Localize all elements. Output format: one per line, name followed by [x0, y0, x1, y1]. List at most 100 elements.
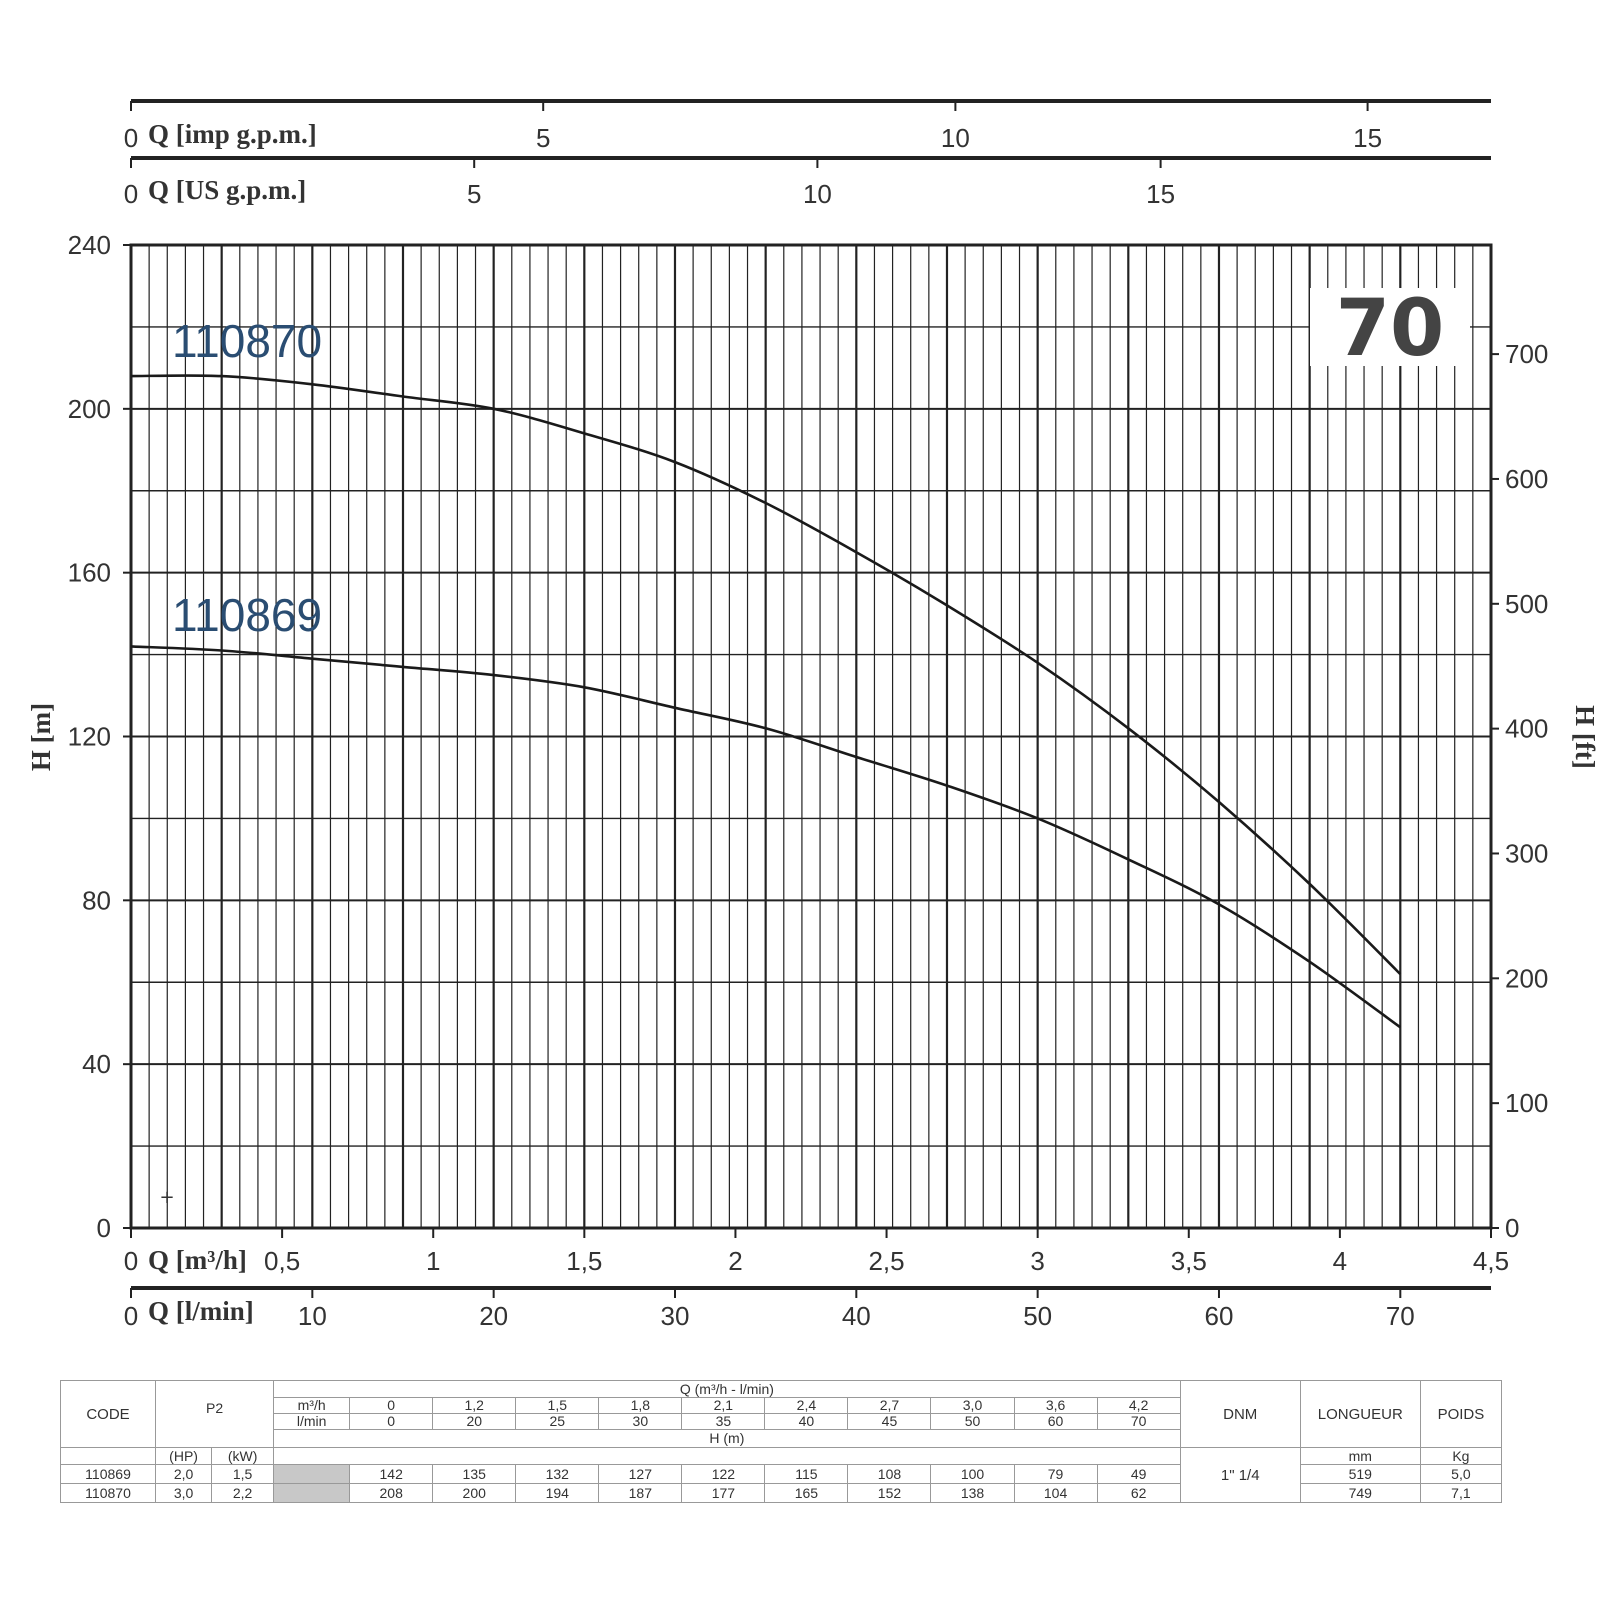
y2-tick-label: 700: [1505, 339, 1548, 369]
lmin-tick-label: 70: [1386, 1301, 1415, 1331]
q-lmin-cell: 25: [515, 1413, 600, 1430]
imp-gpm-axis-label: Q [imp g.p.m.]: [148, 119, 317, 149]
h-cell: 122: [681, 1464, 766, 1484]
us-gpm-tick-label: 5: [467, 179, 481, 209]
m3h-tick-label: 3,5: [1171, 1246, 1207, 1276]
q-m3h-cell: 2,4: [764, 1397, 849, 1414]
y2-tick-label: 600: [1505, 464, 1548, 494]
q-lmin-cell: 45: [847, 1413, 932, 1430]
lmin-tick-label: 10: [298, 1301, 327, 1331]
h-cell: 62: [1096, 1483, 1181, 1503]
q-lmin-cell: 70: [1096, 1413, 1181, 1430]
q-m3h-cell: 1,2: [432, 1397, 517, 1414]
y-tick-label: 200: [68, 394, 111, 424]
q-lmin-cell: 35: [681, 1413, 766, 1430]
cross-mark: +: [159, 1187, 174, 1208]
h-cell: 208: [349, 1483, 434, 1503]
m3h-tick-label: 2: [728, 1246, 742, 1276]
y-tick-label: 0: [97, 1213, 111, 1243]
y2-tick-label: 200: [1505, 963, 1548, 993]
q-m3h-cell: 0: [349, 1397, 434, 1414]
h-cell: 135: [432, 1464, 517, 1484]
h-cell: 177: [681, 1483, 766, 1503]
lmin-tick-label: 0: [124, 1301, 138, 1331]
y-tick-label: 240: [68, 230, 111, 260]
imp-gpm-tick-label: 10: [941, 123, 970, 153]
row-blank-cell: [273, 1464, 351, 1484]
row-kw: 2,2: [211, 1483, 275, 1503]
pump-spec-table: CODE P2 Q (m³/h - l/min) DNM LONGUEUR PO…: [59, 1380, 1503, 1503]
h-cell: 132: [515, 1464, 600, 1484]
h-cell: 152: [847, 1483, 932, 1503]
q-lmin-cell: 20: [432, 1413, 517, 1430]
y-tick-label: 40: [82, 1049, 111, 1079]
lmin-tick-label: 20: [479, 1301, 508, 1331]
badge-background: [1310, 288, 1470, 366]
h-cell: 115: [764, 1464, 849, 1484]
curve-110869: [130, 645, 1402, 1029]
unit-hp: (HP): [155, 1447, 213, 1465]
h-cell: 200: [432, 1483, 517, 1503]
header-q: Q (m³/h - l/min): [273, 1380, 1181, 1398]
row-length: 749: [1299, 1483, 1421, 1503]
unit-kw: (kW): [211, 1447, 275, 1465]
m3h-tick-label: 4: [1333, 1246, 1347, 1276]
h-cell: 138: [930, 1483, 1015, 1503]
h-cell: 49: [1096, 1464, 1181, 1484]
model-badge: 70: [1336, 284, 1445, 374]
row-blank-cell: [273, 1483, 351, 1503]
h-ft-axis-label: H [ft]: [1570, 705, 1600, 769]
row-hp: 2,0: [155, 1464, 213, 1484]
row-weight: 7,1: [1419, 1483, 1503, 1503]
imp-gpm-tick-label: 0: [124, 123, 138, 153]
curve-110870: [130, 374, 1402, 976]
m3h-tick-label: 4,5: [1473, 1246, 1509, 1276]
y2-tick-label: 500: [1505, 589, 1548, 619]
q-m3h-cell: 3,6: [1013, 1397, 1098, 1414]
h-cell: 165: [764, 1483, 849, 1503]
unit-lmin: l/min: [273, 1413, 351, 1430]
h-cell: 187: [598, 1483, 683, 1503]
y2-tick-label: 100: [1505, 1088, 1548, 1118]
h-m-axis-label: H [m]: [26, 703, 56, 771]
lmin-tick-label: 40: [842, 1301, 871, 1331]
header-code: CODE: [59, 1380, 157, 1448]
h-cell: 108: [847, 1464, 932, 1484]
unit-mm: mm: [1299, 1447, 1421, 1465]
imp-gpm-tick-label: 5: [536, 123, 550, 153]
m3h-tick-label: 1,5: [566, 1246, 602, 1276]
row-hp: 3,0: [155, 1483, 213, 1503]
dnm-value: 1" 1/4: [1179, 1447, 1301, 1503]
header-poids: POIDS: [1419, 1380, 1503, 1448]
us-gpm-axis-label: Q [US g.p.m.]: [148, 175, 306, 205]
m3h-axis-label: Q [m³/h]: [148, 1245, 247, 1275]
h-cell: 100: [930, 1464, 1015, 1484]
header-h: H (m): [273, 1429, 1181, 1448]
q-m3h-cell: 4,2: [1096, 1397, 1181, 1414]
us-gpm-tick-label: 10: [803, 179, 832, 209]
y-tick-label: 120: [68, 722, 111, 752]
q-lmin-cell: 60: [1013, 1413, 1098, 1430]
header-p2: P2: [155, 1380, 275, 1448]
q-lmin-cell: 40: [764, 1413, 849, 1430]
curves: [130, 374, 1402, 1029]
pump-curve-chart: 0408012016020024001002003004005006007000…: [26, 99, 1600, 1331]
row-spacer: [273, 1447, 1181, 1465]
m3h-tick-label: 1: [426, 1246, 440, 1276]
m3h-tick-label: 0: [124, 1246, 138, 1276]
row-spacer: [59, 1447, 157, 1465]
q-m3h-cell: 1,5: [515, 1397, 600, 1414]
header-longueur: LONGUEUR: [1299, 1380, 1421, 1448]
lmin-tick-label: 60: [1205, 1301, 1234, 1331]
header-dnm: DNM: [1179, 1380, 1301, 1448]
lmin-tick-label: 30: [661, 1301, 690, 1331]
h-cell: 194: [515, 1483, 600, 1503]
row-kw: 1,5: [211, 1464, 275, 1484]
m3h-tick-label: 0,5: [264, 1246, 300, 1276]
series-label-110870: 110870: [172, 315, 322, 367]
lmin-axis-label: Q [l/min]: [148, 1296, 254, 1326]
q-m3h-cell: 3,0: [930, 1397, 1015, 1414]
q-lmin-cell: 50: [930, 1413, 1015, 1430]
q-lmin-cell: 30: [598, 1413, 683, 1430]
h-cell: 142: [349, 1464, 434, 1484]
